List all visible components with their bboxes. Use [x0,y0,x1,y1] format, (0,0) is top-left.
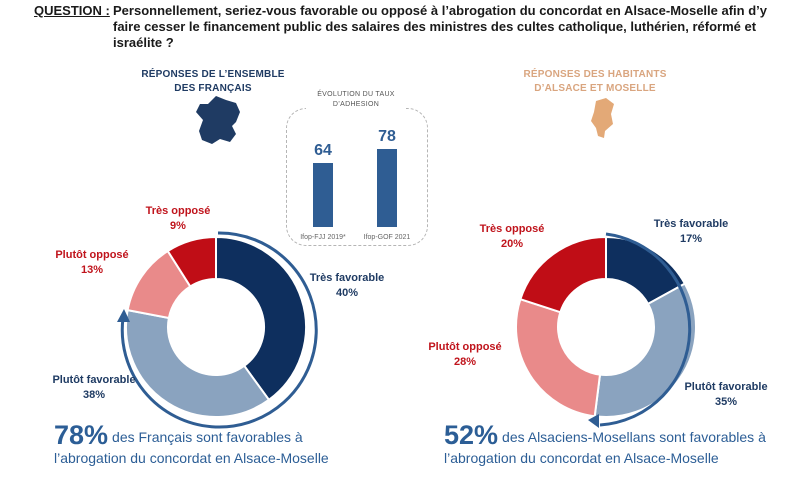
alsace-donut [515,235,697,418]
france-donut [125,235,307,418]
france-slice-tres-oppose [166,235,217,288]
al-plutot-favorable-value: 35% [714,396,738,408]
evolution-category-2: Ifop-GOF 2021 [364,234,411,241]
evolution-bars: 64 Ifop-FJJ 2019* 78 Ifop-GOF 2021 [300,128,410,241]
al-plutot-favorable-name: Plutôt favorable [684,381,768,393]
fr-label-plutot-oppose: Plutôt opposé 13% [52,248,132,278]
france-title: RÉPONSES DE L’ENSEMBLE DES FRANÇAIS [141,69,285,94]
alsace-summary-text: des Alsaciens-Mosellans sont favorables … [444,429,766,466]
fr-label-tres-oppose: Très opposé 9% [138,204,218,234]
alsace-slice-plutot-favorable [593,282,697,418]
fr-plutot-oppose-name: Plutôt opposé [55,249,129,261]
al-plutot-oppose-name: Plutôt opposé [428,341,502,353]
evolution-bar-1 [313,163,333,227]
fr-label-plutot-favorable: Plutôt favorable 38% [44,373,144,403]
alsace-map-icon [591,98,614,138]
fr-tres-oppose-value: 9% [170,220,186,232]
fr-plutot-favorable-name: Plutôt favorable [52,374,136,386]
fr-label-tres-favorable: Très favorable 40% [302,271,392,301]
al-tres-favorable-value: 17% [679,233,703,245]
al-tres-favorable-name: Très favorable [653,218,729,230]
fr-tres-oppose-name: Très opposé [145,205,211,217]
fr-plutot-favorable-value: 38% [82,389,106,401]
evolution-bar-2 [377,149,397,227]
france-map-icon [196,96,240,144]
france-summary: 78% des Français sont favorables à l’abro… [54,422,364,469]
al-label-plutot-oppose: Plutôt opposé 28% [422,340,508,370]
france-summary-pct: 78% [54,420,109,450]
france-slice-tres-favorable [215,235,307,402]
al-label-plutot-favorable: Plutôt favorable 35% [676,380,776,410]
france-favorable-arrow [120,231,318,429]
question-label: QUESTION : [34,3,110,18]
france-slice-plutot-favorable [125,308,271,418]
evolution-category-1: Ifop-FJJ 2019* [300,234,346,241]
alsace-arrow-head [588,414,599,428]
al-tres-oppose-name: Très opposé [479,223,545,235]
alsace-summary: 52% des Alsaciens-Mosellans sont favorabl… [444,422,784,469]
alsace-favorable-arrow [599,232,692,427]
al-label-tres-oppose: Très opposé 20% [472,222,552,252]
alsace-summary-pct: 52% [444,420,499,450]
fr-tres-favorable-name: Très favorable [309,272,385,284]
al-tres-oppose-value: 20% [500,238,524,250]
question-text: Personnellement, seriez-vous favorable o… [113,3,768,50]
france-summary-text: des Français sont favorables à l’abrogat… [54,429,329,466]
fr-tres-favorable-value: 40% [335,287,359,299]
alsace-slice-plutot-oppose [515,297,602,418]
evolution-title: ÉVOLUTION DU TAUX D’ADHESION [306,90,406,110]
france-arrow-head [117,309,130,322]
evolution-value-2: 78 [378,128,396,145]
al-label-tres-favorable: Très favorable 17% [646,217,736,247]
evolution-value-1: 64 [314,142,332,159]
fr-plutot-oppose-value: 13% [80,264,104,276]
al-plutot-oppose-value: 28% [453,356,477,368]
alsace-slice-tres-oppose [519,235,607,314]
alsace-title: RÉPONSES DES HABITANTS D’ALSACE ET MOSEL… [523,69,667,94]
